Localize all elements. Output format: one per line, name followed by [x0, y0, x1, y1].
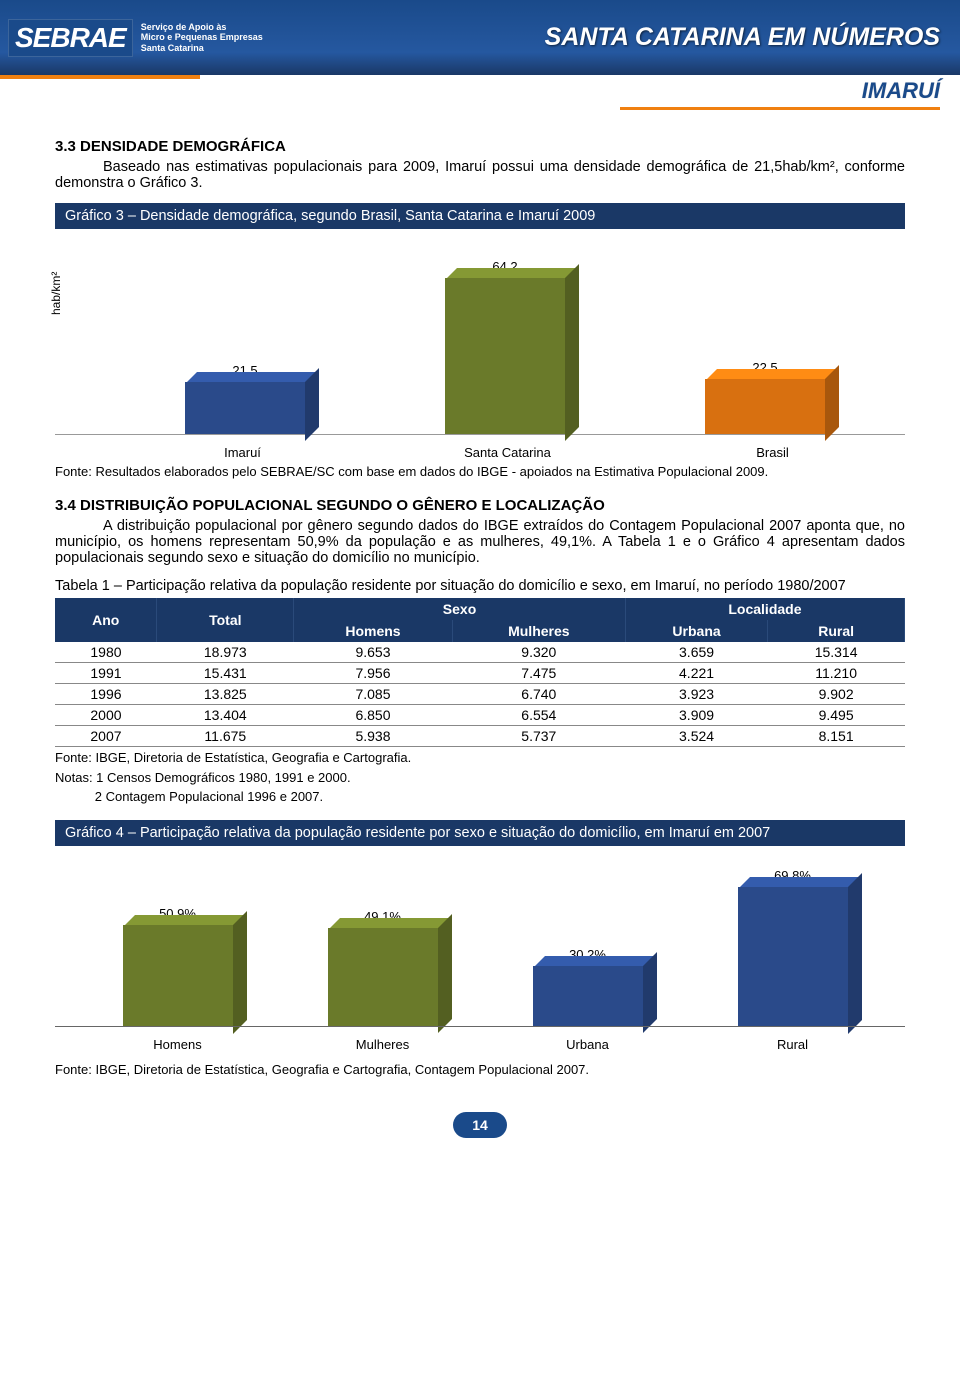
- table-cell: 5.938: [294, 726, 453, 747]
- table-1-source: Fonte: IBGE, Diretoria de Estatística, G…: [55, 749, 905, 767]
- bar-category: Imaruí: [110, 445, 375, 460]
- table-cell: 9.320: [452, 642, 625, 663]
- table-cell: 8.151: [768, 726, 905, 747]
- table-cell: 5.737: [452, 726, 625, 747]
- table-cell: 7.085: [294, 684, 453, 705]
- table-cell: 11.210: [768, 663, 905, 684]
- bar: 30,2%: [533, 947, 643, 1026]
- chart-3-title: Gráfico 3 – Densidade demográfica, segun…: [55, 203, 905, 229]
- table-cell: 6.740: [452, 684, 625, 705]
- chart-4-title: Gráfico 4 – Participação relativa da pop…: [55, 820, 905, 846]
- table-row: 200013.4046.8506.5543.9099.495: [55, 705, 905, 726]
- municipio-label: IMARUÍ: [862, 78, 940, 104]
- sebrae-wordmark: SEBRAE: [8, 19, 133, 57]
- table-cell: 6.554: [452, 705, 625, 726]
- table-1-note-2: 2 Contagem Populacional 1996 e 2007.: [55, 788, 905, 806]
- section-3-3-heading: 3.3 DENSIDADE DEMOGRÁFICA: [55, 138, 905, 155]
- bar-category: Santa Catarina: [375, 445, 640, 460]
- table-1-caption: Tabela 1 – Participação relativa da popu…: [55, 578, 905, 594]
- table-cell: 9.902: [768, 684, 905, 705]
- brand-subtitle: Serviço de Apoio às Micro e Pequenas Emp…: [141, 22, 263, 53]
- page-number: 14: [453, 1112, 507, 1138]
- table-cell: 6.850: [294, 705, 453, 726]
- table-row: 200711.6755.9385.7373.5248.151: [55, 726, 905, 747]
- bar-category: Urbana: [485, 1037, 690, 1052]
- bar: 21,5: [185, 363, 305, 434]
- bar-category: Homens: [75, 1037, 280, 1052]
- bar-category: Rural: [690, 1037, 895, 1052]
- table-cell: 3.923: [625, 684, 767, 705]
- table-row: 199115.4317.9567.4754.22111.210: [55, 663, 905, 684]
- table-row: 198018.9739.6539.3203.65915.314: [55, 642, 905, 663]
- bar: 49,1%: [328, 909, 438, 1026]
- col-homens: Homens: [294, 620, 453, 642]
- table-cell: 2007: [55, 726, 157, 747]
- bar: 50,9%: [123, 906, 233, 1027]
- chart-3-categories: ImaruíSanta CatarinaBrasil: [110, 445, 905, 460]
- chart-4: 50,9% 49,1% 30,2% 69,8%: [55, 852, 905, 1027]
- table-cell: 3.524: [625, 726, 767, 747]
- page-header: SEBRAE Serviço de Apoio às Micro e Peque…: [0, 0, 960, 75]
- bar: 22,5: [705, 360, 825, 434]
- table-cell: 3.659: [625, 642, 767, 663]
- brand-logo: SEBRAE Serviço de Apoio às Micro e Peque…: [8, 19, 263, 57]
- table-cell: 9.653: [294, 642, 453, 663]
- table-cell: 13.404: [157, 705, 294, 726]
- col-mulheres: Mulheres: [452, 620, 625, 642]
- table-row: 199613.8257.0856.7403.9239.902: [55, 684, 905, 705]
- chart-4-source: Fonte: IBGE, Diretoria de Estatística, G…: [55, 1062, 905, 1077]
- col-urbana: Urbana: [625, 620, 767, 642]
- table-cell: 1996: [55, 684, 157, 705]
- chart-3-source: Fonte: Resultados elaborados pelo SEBRAE…: [55, 464, 905, 479]
- bar: 69,8%: [738, 868, 848, 1027]
- chart-4-categories: HomensMulheresUrbanaRural: [75, 1037, 895, 1052]
- section-3-4-body: A distribuição populacional por gênero s…: [55, 518, 905, 566]
- table-cell: 1980: [55, 642, 157, 663]
- table-1: Ano Total Sexo Localidade Homens Mulhere…: [55, 598, 905, 747]
- table-cell: 15.314: [768, 642, 905, 663]
- table-cell: 18.973: [157, 642, 294, 663]
- table-cell: 7.956: [294, 663, 453, 684]
- table-cell: 15.431: [157, 663, 294, 684]
- table-cell: 7.475: [452, 663, 625, 684]
- table-cell: 1991: [55, 663, 157, 684]
- col-rural: Rural: [768, 620, 905, 642]
- section-3-3-body: Baseado nas estimativas populacionais pa…: [55, 159, 905, 191]
- col-total: Total: [157, 598, 294, 642]
- bar: 64,2: [445, 259, 565, 434]
- header-title: SANTA CATARINA EM NÚMEROS: [545, 23, 940, 52]
- table-cell: 9.495: [768, 705, 905, 726]
- header-subbar: IMARUÍ: [0, 75, 960, 107]
- table-cell: 4.221: [625, 663, 767, 684]
- col-ano: Ano: [55, 598, 157, 642]
- table-cell: 13.825: [157, 684, 294, 705]
- table-1-note-1: Notas: 1 Censos Demográficos 1980, 1991 …: [55, 769, 905, 787]
- table-cell: 11.675: [157, 726, 294, 747]
- bar-category: Brasil: [640, 445, 905, 460]
- table-cell: 3.909: [625, 705, 767, 726]
- table-header-row-1: Ano Total Sexo Localidade: [55, 598, 905, 620]
- col-localidade: Localidade: [625, 598, 904, 620]
- section-3-4-heading: 3.4 DISTRIBUIÇÃO POPULACIONAL SEGUNDO O …: [55, 497, 905, 514]
- bar-category: Mulheres: [280, 1037, 485, 1052]
- accent-stripe: [0, 75, 200, 79]
- col-sexo: Sexo: [294, 598, 626, 620]
- chart-3-ylabel: hab/km²: [49, 271, 63, 314]
- chart-3: hab/km² 21,564,222,5: [55, 235, 905, 435]
- table-cell: 2000: [55, 705, 157, 726]
